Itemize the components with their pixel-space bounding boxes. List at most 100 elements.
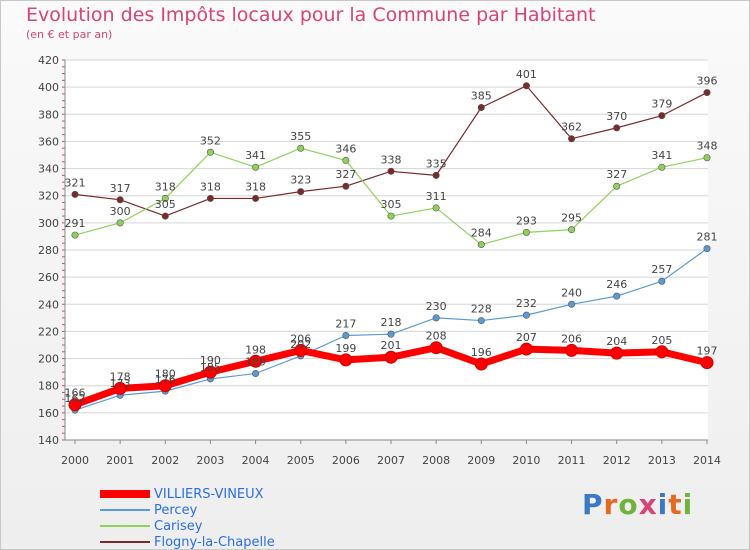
- data-label-villiers-vineux: 198: [245, 343, 266, 356]
- y-tick-label: 140: [38, 434, 59, 447]
- logo-letter: i: [657, 488, 669, 521]
- y-tick-label: 420: [38, 54, 59, 67]
- logo-letter: r: [603, 488, 619, 521]
- y-tick-label: 180: [38, 380, 59, 393]
- data-label-flogny-la-chapelle: 396: [697, 75, 718, 88]
- x-tick-label: 2003: [196, 454, 224, 467]
- x-tick-label: 2002: [151, 454, 179, 467]
- data-point-villiers-vineux: [158, 379, 172, 393]
- data-label-villiers-vineux: 196: [471, 346, 492, 359]
- x-tick-label: 2012: [603, 454, 631, 467]
- data-point-villiers-vineux: [519, 342, 533, 356]
- data-label-flogny-la-chapelle: 318: [200, 180, 221, 193]
- data-point-carisey: [161, 194, 169, 202]
- x-tick-label: 2004: [242, 454, 270, 467]
- data-label-carisey: 355: [290, 130, 311, 143]
- y-tick-label: 400: [38, 81, 59, 94]
- legend-swatch: [100, 525, 150, 527]
- data-label-flogny-la-chapelle: 370: [606, 110, 627, 123]
- data-label-percey: 246: [606, 278, 627, 291]
- data-label-carisey: 327: [606, 168, 627, 181]
- data-label-percey: 257: [651, 263, 672, 276]
- data-label-carisey: 311: [426, 190, 447, 203]
- y-tick-label: 200: [38, 353, 59, 366]
- data-point-flogny-la-chapelle: [477, 104, 485, 112]
- data-point-carisey: [432, 204, 440, 212]
- data-label-flogny-la-chapelle: 321: [65, 176, 86, 189]
- legend-item-percey: Percey: [100, 502, 275, 518]
- data-point-villiers-vineux: [68, 398, 82, 412]
- data-label-percey: 162: [65, 392, 86, 405]
- data-point-flogny-la-chapelle: [342, 182, 350, 190]
- data-label-percey: 176: [155, 373, 176, 386]
- chart-subtitle: (en € et par an): [26, 28, 113, 41]
- data-label-flogny-la-chapelle: 385: [471, 90, 492, 103]
- data-label-percey: 228: [471, 303, 492, 316]
- data-label-flogny-la-chapelle: 318: [245, 180, 266, 193]
- data-point-percey: [703, 245, 711, 253]
- data-label-carisey: 348: [697, 140, 718, 153]
- data-point-carisey: [71, 231, 79, 239]
- y-tick-label: 220: [38, 325, 59, 338]
- data-label-flogny-la-chapelle: 335: [426, 157, 447, 170]
- data-point-carisey: [252, 163, 260, 171]
- data-label-percey: 202: [290, 338, 311, 351]
- x-tick-label: 2010: [512, 454, 540, 467]
- data-point-percey: [387, 330, 395, 338]
- data-point-flogny-la-chapelle: [658, 112, 666, 120]
- data-point-carisey: [522, 228, 530, 236]
- data-label-carisey: 300: [110, 205, 131, 218]
- y-tick-label: 280: [38, 244, 59, 257]
- data-point-carisey: [116, 219, 124, 227]
- chart-legend: VILLIERS-VINEUX Percey Carisey Flogny-la-Ch…: [100, 486, 275, 550]
- data-point-villiers-vineux: [610, 346, 624, 360]
- data-label-villiers-vineux: 207: [516, 331, 537, 344]
- data-point-carisey: [477, 241, 485, 249]
- x-tick-label: 2014: [693, 454, 721, 467]
- data-label-carisey: 295: [561, 212, 582, 225]
- data-label-villiers-vineux: 199: [335, 342, 356, 355]
- data-label-carisey: 318: [155, 180, 176, 193]
- data-label-villiers-vineux: 205: [651, 334, 672, 347]
- y-tick-label: 340: [38, 163, 59, 176]
- data-point-villiers-vineux: [249, 354, 263, 368]
- data-point-percey: [252, 369, 260, 377]
- logo-letter: P: [582, 488, 604, 521]
- logo-letter: i: [682, 488, 694, 521]
- data-point-villiers-vineux: [384, 350, 398, 364]
- data-label-villiers-vineux: 180: [155, 368, 176, 381]
- data-point-percey: [477, 317, 485, 325]
- data-point-villiers-vineux: [474, 357, 488, 371]
- y-tick-label: 260: [38, 271, 59, 284]
- y-tick-label: 160: [38, 407, 59, 420]
- data-label-villiers-vineux: 166: [65, 387, 86, 400]
- data-point-percey: [568, 300, 576, 308]
- data-label-villiers-vineux: 206: [561, 332, 582, 345]
- data-point-villiers-vineux: [339, 353, 353, 367]
- x-tick-label: 2000: [61, 454, 89, 467]
- data-label-villiers-vineux: 178: [110, 370, 131, 383]
- legend-label: Flogny-la-Chapelle: [154, 534, 275, 550]
- data-label-flogny-la-chapelle: 305: [155, 198, 176, 211]
- legend-swatch: [100, 509, 150, 511]
- data-point-carisey: [387, 212, 395, 220]
- data-point-flogny-la-chapelle: [71, 190, 79, 198]
- legend-label: Percey: [154, 502, 198, 518]
- data-point-villiers-vineux: [203, 365, 217, 379]
- data-point-villiers-vineux: [429, 341, 443, 355]
- data-label-villiers-vineux: 201: [381, 339, 402, 352]
- data-point-flogny-la-chapelle: [387, 167, 395, 175]
- data-point-villiers-vineux: [113, 381, 127, 395]
- data-point-flogny-la-chapelle: [432, 171, 440, 179]
- data-label-villiers-vineux: 204: [606, 335, 627, 348]
- data-label-flogny-la-chapelle: 379: [651, 98, 672, 111]
- legend-label: Carisey: [154, 518, 203, 534]
- data-point-villiers-vineux: [294, 343, 308, 357]
- data-point-flogny-la-chapelle: [522, 82, 530, 90]
- data-point-carisey: [206, 148, 214, 156]
- data-label-percey: 185: [200, 361, 221, 374]
- logo-letter: x: [638, 488, 658, 521]
- legend-item-flogny-la-chapelle: Flogny-la-Chapelle: [100, 534, 275, 550]
- data-point-flogny-la-chapelle: [568, 135, 576, 143]
